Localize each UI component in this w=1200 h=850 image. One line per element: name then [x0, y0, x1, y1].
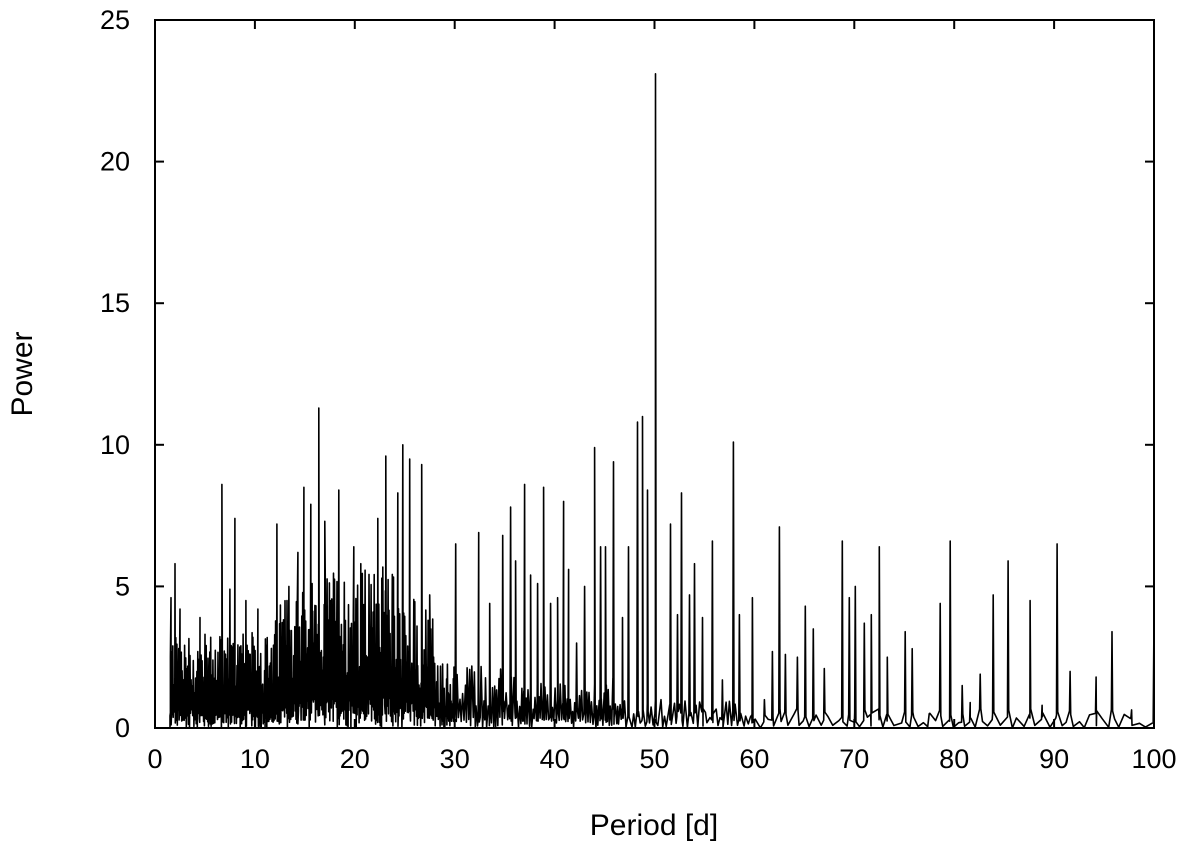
x-tick-label: 30 [440, 744, 470, 774]
x-tick-label: 70 [839, 744, 869, 774]
x-axis-ticks: 0 10 20 30 40 50 60 70 80 90 100 [147, 20, 1177, 774]
y-tick-label: 0 [115, 713, 130, 743]
y-axis-ticks: 0 5 10 15 20 25 [100, 5, 1154, 743]
x-tick-label: 10 [240, 744, 270, 774]
x-axis-title: Period [d] [590, 809, 718, 842]
x-tick-label: 80 [939, 744, 969, 774]
power-series-line [169, 73, 1155, 729]
data-series [169, 73, 1155, 729]
y-tick-label: 5 [115, 571, 130, 601]
x-tick-label: 90 [1039, 744, 1069, 774]
x-tick-label: 100 [1131, 744, 1176, 774]
x-tick-label: 40 [540, 744, 570, 774]
y-tick-label: 20 [100, 147, 130, 177]
y-tick-label: 10 [100, 430, 130, 460]
y-axis-title: Power [6, 331, 39, 416]
x-tick-label: 50 [639, 744, 669, 774]
y-tick-label: 15 [100, 288, 130, 318]
y-tick-label: 25 [100, 5, 130, 35]
x-tick-label: 0 [147, 744, 162, 774]
x-tick-label: 20 [340, 744, 370, 774]
x-tick-label: 60 [739, 744, 769, 774]
